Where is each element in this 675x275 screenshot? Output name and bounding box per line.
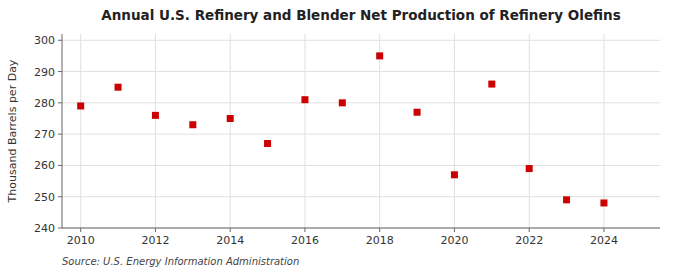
- x-tick-label: 2022: [515, 234, 543, 247]
- y-tick: [58, 196, 62, 197]
- y-tick-label: 240: [34, 222, 55, 235]
- grid-line-x: [603, 34, 604, 228]
- y-tick: [58, 165, 62, 166]
- grid-line-y: [62, 228, 660, 229]
- x-tick: [603, 228, 604, 232]
- source-note: Source: U.S. Energy Information Administ…: [62, 256, 299, 267]
- grid-line-x: [155, 34, 156, 228]
- point: [414, 109, 421, 116]
- y-axis-line: [62, 34, 63, 228]
- point: [339, 99, 346, 106]
- point: [115, 84, 122, 91]
- x-tick-label: 2014: [216, 234, 244, 247]
- point: [451, 171, 458, 178]
- x-tick-label: 2010: [67, 234, 95, 247]
- x-axis-line: [62, 228, 660, 229]
- x-tick-label: 2020: [440, 234, 468, 247]
- grid: [62, 34, 660, 228]
- point: [189, 121, 196, 128]
- x-tick: [529, 228, 530, 232]
- grid-line-x: [529, 34, 530, 228]
- point: [488, 81, 495, 88]
- grid-line-x: [379, 34, 380, 228]
- x-tick: [80, 228, 81, 232]
- y-tick: [58, 134, 62, 135]
- y-axis-label: Thousand Barrels per Day: [6, 59, 19, 203]
- y-tick: [58, 102, 62, 103]
- point: [227, 115, 234, 122]
- y-tick: [58, 228, 62, 229]
- y-tick-label: 270: [34, 128, 55, 141]
- x-tick-label: 2018: [366, 234, 394, 247]
- point: [301, 96, 308, 103]
- grid-line-y: [62, 102, 660, 103]
- x-tick: [304, 228, 305, 232]
- grid-line-x: [230, 34, 231, 228]
- point: [77, 102, 84, 109]
- grid-line-x: [304, 34, 305, 228]
- point: [526, 165, 533, 172]
- y-tick-label: 280: [34, 97, 55, 110]
- x-tick-label: 2012: [141, 234, 169, 247]
- ticks: 240 250 260 270 280 290 300 2010 2012 2014 2016 201…: [34, 34, 618, 247]
- y-tick-label: 300: [34, 34, 55, 47]
- point: [152, 112, 159, 119]
- grid-line-x: [454, 34, 455, 228]
- point: [563, 196, 570, 203]
- x-tick: [454, 228, 455, 232]
- y-tick: [58, 71, 62, 72]
- x-tick: [230, 228, 231, 232]
- point: [600, 199, 607, 206]
- grid-line-x: [80, 34, 81, 228]
- x-tick: [379, 228, 380, 232]
- grid-line-y: [62, 134, 660, 135]
- grid-line-y: [62, 40, 660, 41]
- chart-svg: 240 250 260 270 280 290 300 2010 2012 2014 2016 201…: [0, 0, 675, 275]
- x-tick-label: 2016: [291, 234, 319, 247]
- grid-line-y: [62, 196, 660, 197]
- chart-container: 240 250 260 270 280 290 300 2010 2012 2014 2016 201…: [0, 0, 675, 275]
- point: [376, 52, 383, 59]
- y-tick-label: 290: [34, 66, 55, 79]
- points: [77, 52, 607, 206]
- y-tick: [58, 40, 62, 41]
- grid-line-y: [62, 165, 660, 166]
- y-tick-label: 250: [34, 191, 55, 204]
- title: Annual U.S. Refinery and Blender Net Pro…: [101, 7, 620, 23]
- x-tick: [155, 228, 156, 232]
- point: [264, 140, 271, 147]
- x-tick-label: 2024: [590, 234, 618, 247]
- grid-line-y: [62, 71, 660, 72]
- y-tick-label: 260: [34, 159, 55, 172]
